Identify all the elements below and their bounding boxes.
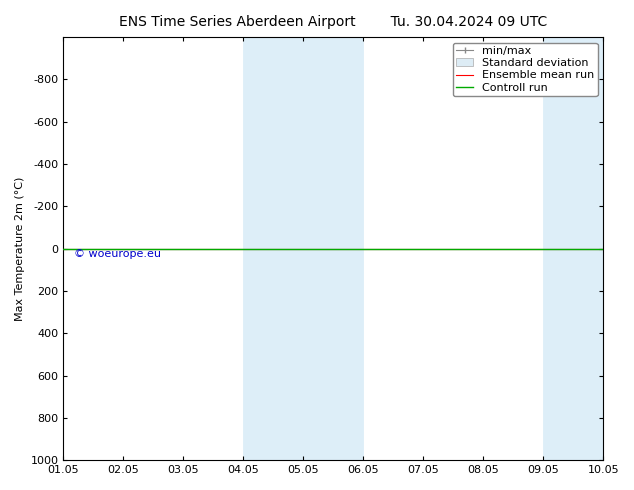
Legend: min/max, Standard deviation, Ensemble mean run, Controll run: min/max, Standard deviation, Ensemble me… bbox=[453, 43, 598, 96]
Bar bbox=[543, 37, 603, 460]
Text: © woeurope.eu: © woeurope.eu bbox=[74, 249, 161, 260]
Title: ENS Time Series Aberdeen Airport        Tu. 30.04.2024 09 UTC: ENS Time Series Aberdeen Airport Tu. 30.… bbox=[119, 15, 547, 29]
Bar bbox=[303, 37, 363, 460]
Y-axis label: Max Temperature 2m (°C): Max Temperature 2m (°C) bbox=[15, 176, 25, 321]
Bar bbox=[243, 37, 303, 460]
